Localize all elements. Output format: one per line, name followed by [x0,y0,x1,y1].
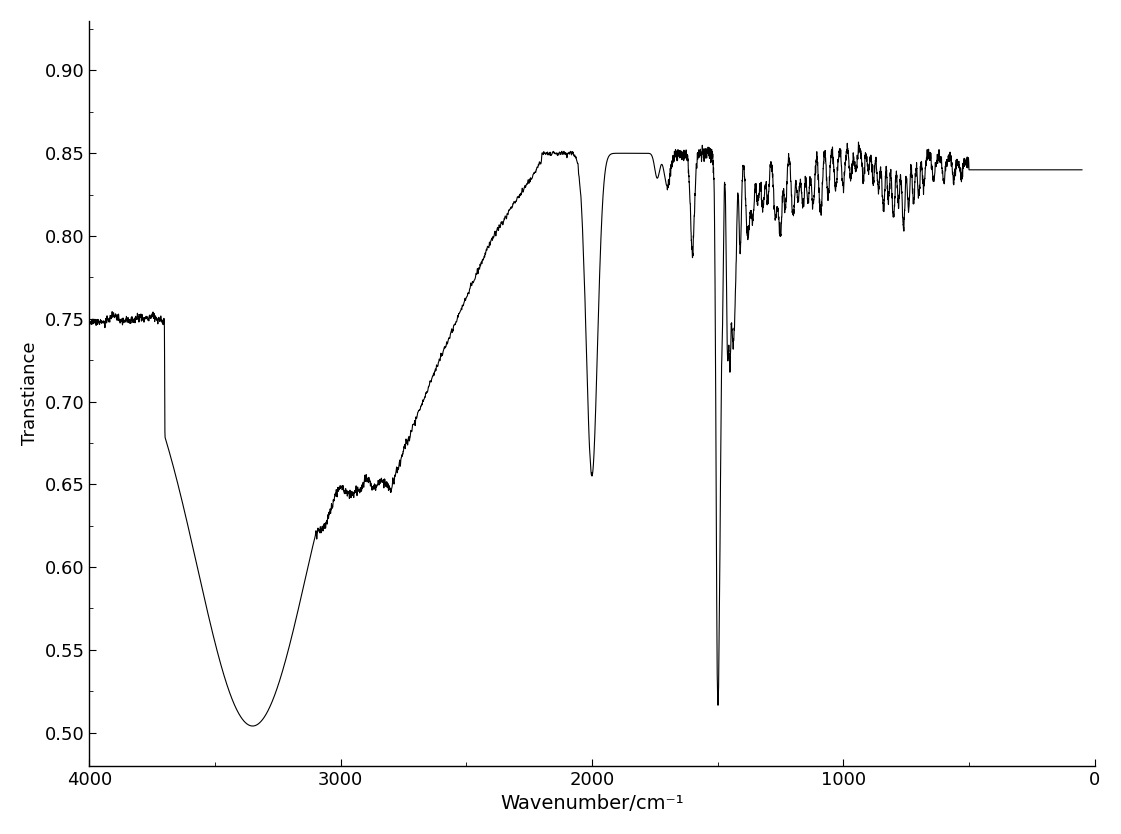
Y-axis label: Transtiance: Transtiance [21,342,39,445]
X-axis label: Wavenumber/cm⁻¹: Wavenumber/cm⁻¹ [500,794,684,813]
